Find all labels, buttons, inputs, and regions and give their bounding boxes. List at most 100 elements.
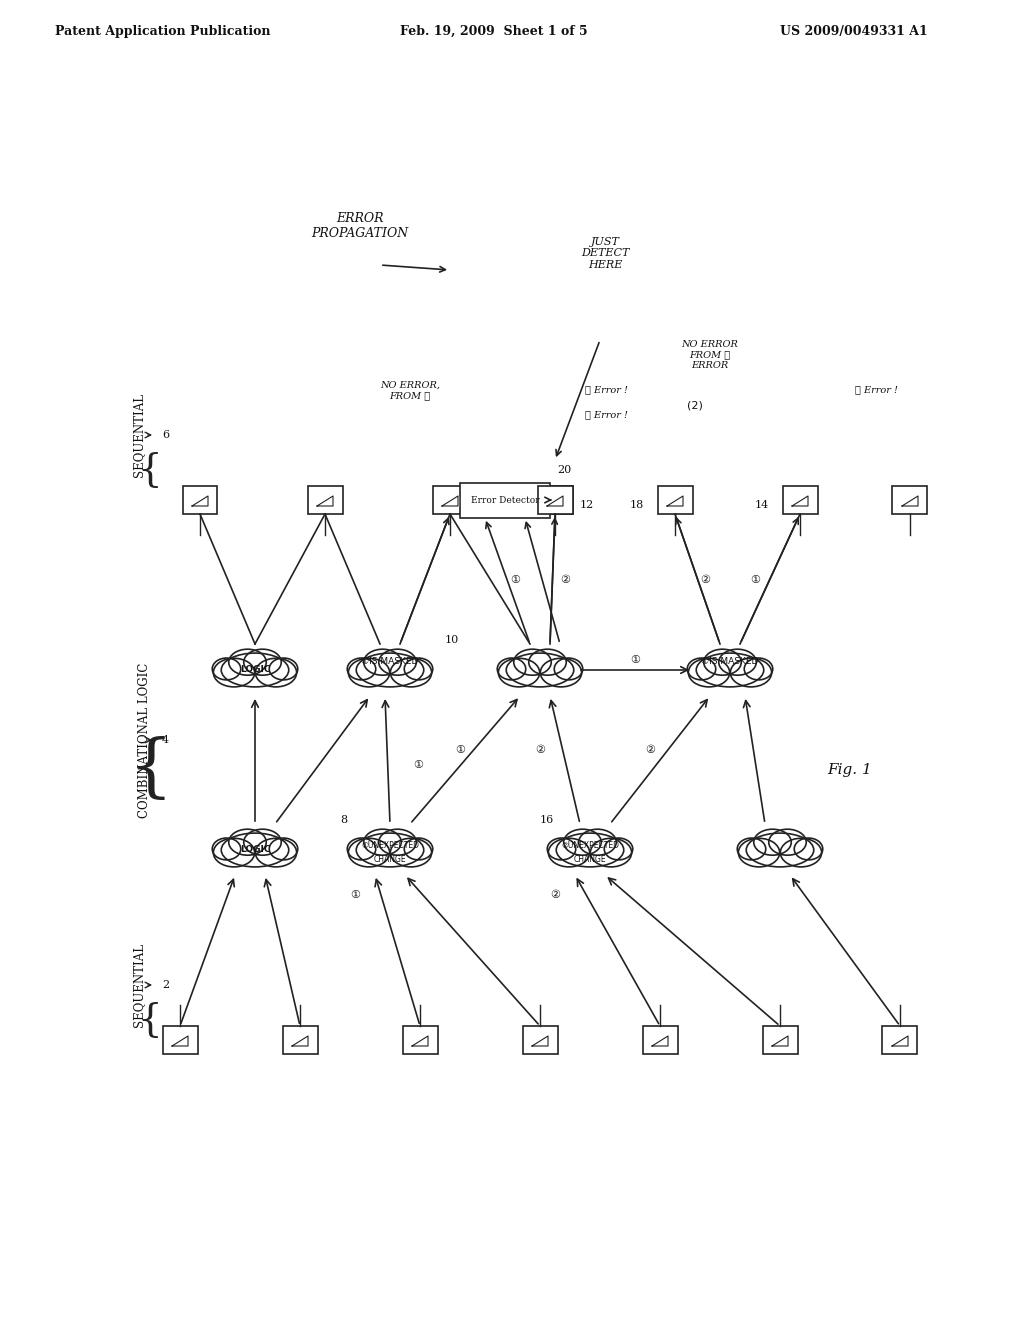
FancyBboxPatch shape [893, 486, 928, 513]
Text: 16: 16 [540, 814, 554, 825]
Polygon shape [412, 1036, 428, 1045]
Text: (2): (2) [687, 400, 702, 411]
Ellipse shape [549, 838, 590, 867]
Ellipse shape [696, 653, 764, 686]
Ellipse shape [528, 649, 566, 676]
Text: Patent Application Publication: Patent Application Publication [55, 25, 270, 38]
Ellipse shape [255, 659, 297, 686]
Text: 2: 2 [162, 979, 169, 990]
Ellipse shape [213, 659, 255, 686]
Ellipse shape [212, 659, 241, 680]
Ellipse shape [347, 838, 376, 859]
Ellipse shape [730, 659, 772, 686]
FancyBboxPatch shape [432, 486, 468, 513]
Text: ①: ① [413, 760, 423, 770]
Text: 18: 18 [630, 500, 644, 510]
Ellipse shape [404, 659, 433, 680]
FancyBboxPatch shape [522, 1026, 557, 1053]
Text: ①: ① [455, 744, 465, 755]
FancyBboxPatch shape [642, 1026, 678, 1053]
Text: ①: ① [630, 655, 640, 665]
Ellipse shape [591, 838, 632, 867]
Ellipse shape [579, 829, 616, 855]
Ellipse shape [212, 838, 241, 859]
Text: COMBINATIONAL LOGIC: COMBINATIONAL LOGIC [138, 663, 152, 817]
Ellipse shape [390, 659, 432, 686]
Polygon shape [792, 496, 808, 506]
Ellipse shape [498, 659, 525, 680]
Text: 12: 12 [580, 500, 594, 510]
Ellipse shape [795, 838, 822, 859]
FancyBboxPatch shape [460, 483, 550, 517]
Text: ERROR
PROPAGATION: ERROR PROPAGATION [311, 213, 409, 240]
Text: SEQUENTIAL: SEQUENTIAL [132, 942, 145, 1027]
Text: JUST
DETECT
HERE: JUST DETECT HERE [581, 236, 629, 271]
Ellipse shape [499, 659, 540, 686]
Text: SEQUENTIAL: SEQUENTIAL [132, 393, 145, 477]
Text: ②UNEXPECTED: ②UNEXPECTED [561, 841, 618, 850]
FancyBboxPatch shape [538, 486, 572, 513]
Ellipse shape [244, 649, 282, 676]
Ellipse shape [269, 659, 298, 680]
Text: {: { [137, 451, 163, 488]
Ellipse shape [746, 833, 814, 867]
Polygon shape [172, 1036, 188, 1045]
Ellipse shape [364, 649, 401, 676]
Ellipse shape [554, 659, 583, 680]
Text: CHANGE: CHANGE [573, 855, 606, 865]
Ellipse shape [244, 829, 282, 855]
Text: ②: ② [700, 576, 710, 585]
Text: ② Error !: ② Error ! [585, 411, 628, 420]
Ellipse shape [769, 829, 806, 855]
Polygon shape [193, 496, 208, 506]
Ellipse shape [390, 838, 432, 867]
Text: ②: ② [560, 576, 570, 585]
FancyBboxPatch shape [782, 486, 817, 513]
Ellipse shape [228, 649, 266, 676]
Ellipse shape [348, 838, 389, 867]
Text: ①: ① [350, 890, 360, 900]
FancyBboxPatch shape [283, 1026, 317, 1053]
Ellipse shape [780, 838, 821, 867]
Ellipse shape [744, 659, 773, 680]
Ellipse shape [541, 659, 582, 686]
Text: ①UNEXPECTED: ①UNEXPECTED [361, 841, 419, 850]
Ellipse shape [703, 649, 741, 676]
Text: NO ERROR,
FROM ①: NO ERROR, FROM ① [380, 380, 440, 400]
Polygon shape [772, 1036, 788, 1045]
Text: 6: 6 [162, 430, 169, 440]
Ellipse shape [221, 653, 289, 686]
Ellipse shape [356, 833, 424, 867]
Ellipse shape [687, 659, 716, 680]
FancyBboxPatch shape [307, 486, 342, 513]
Ellipse shape [255, 838, 297, 867]
FancyBboxPatch shape [657, 486, 692, 513]
Text: {: { [137, 1002, 163, 1039]
Ellipse shape [269, 838, 298, 859]
Ellipse shape [213, 838, 255, 867]
Ellipse shape [379, 649, 416, 676]
FancyBboxPatch shape [163, 1026, 198, 1053]
Text: Feb. 19, 2009  Sheet 1 of 5: Feb. 19, 2009 Sheet 1 of 5 [400, 25, 588, 38]
Text: ①IS MASKED: ①IS MASKED [361, 657, 419, 667]
Text: ②: ② [550, 890, 560, 900]
Polygon shape [442, 496, 458, 506]
Ellipse shape [688, 659, 730, 686]
Text: 20: 20 [557, 465, 571, 475]
Ellipse shape [514, 649, 551, 676]
FancyBboxPatch shape [763, 1026, 798, 1053]
Ellipse shape [364, 829, 401, 855]
Ellipse shape [506, 653, 573, 686]
Text: ①: ① [750, 576, 760, 585]
Polygon shape [317, 496, 333, 506]
Polygon shape [667, 496, 683, 506]
Text: ① Error !: ① Error ! [855, 385, 898, 395]
FancyBboxPatch shape [182, 486, 217, 513]
Text: ②: ② [535, 744, 545, 755]
Text: Fig. 1: Fig. 1 [827, 763, 872, 777]
FancyBboxPatch shape [538, 486, 572, 513]
Text: ① Error !: ① Error ! [585, 385, 628, 395]
Text: 14: 14 [755, 500, 769, 510]
Polygon shape [547, 496, 563, 506]
Text: LOGIC: LOGIC [240, 665, 270, 675]
